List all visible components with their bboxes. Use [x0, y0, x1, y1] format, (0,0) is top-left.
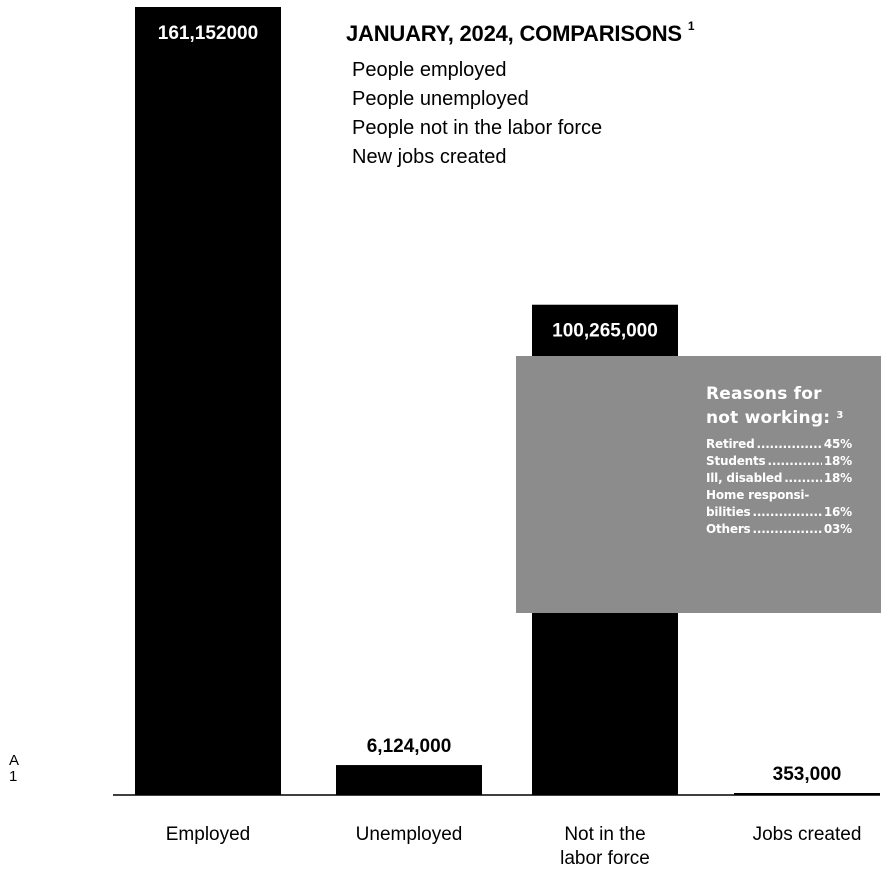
reason-leader-dots	[784, 470, 822, 487]
legend-item-new-jobs: New jobs created	[352, 146, 507, 168]
reason-value: 03%	[823, 522, 852, 536]
category-label-jobs-created: Jobs created	[753, 824, 862, 845]
reason-leader-dots	[752, 504, 821, 521]
category-label-not-in-the-labor-force-line-2: labor force	[560, 848, 650, 869]
reason-value: 18%	[823, 454, 852, 468]
bar-unemployed	[336, 765, 482, 795]
data-label-employed: 161,152000	[158, 23, 258, 44]
reason-row-others: Others 03%	[706, 521, 852, 538]
reason-label: bilities	[706, 505, 751, 519]
reason-value: 16%	[823, 505, 852, 519]
reasons-title-line-2: not working:	[706, 408, 831, 428]
data-label-jobs-created: 353,000	[773, 764, 842, 785]
category-label-employed: Employed	[166, 824, 251, 845]
bar-employed	[135, 7, 281, 795]
legend-item-not-in-labor-force: People not in the labor force	[352, 117, 603, 139]
reason-label: Others	[706, 522, 751, 536]
legend-item-unemployed: People unemployed	[352, 88, 529, 110]
reasons-title: Reasons for not working: 3	[706, 382, 852, 430]
side-label-1: 1	[9, 768, 18, 785]
reason-value: 45%	[823, 437, 852, 451]
side-label-a: A	[9, 752, 20, 769]
bar-jobs-created	[734, 793, 880, 795]
title-footnote-marker: 1	[687, 19, 695, 33]
reason-leader-dots	[767, 453, 821, 470]
reason-row-students: Students 18%	[706, 453, 852, 470]
data-label-unemployed: 6,124,000	[367, 736, 452, 757]
chart-title: JANUARY, 2024, COMPARISONS 1	[346, 19, 695, 47]
reason-value: 18%	[823, 471, 852, 485]
reason-row-home-responsibilities: bilities 16%	[706, 504, 852, 521]
reason-leader-dots	[752, 521, 821, 538]
legend: People employed People unemployed People…	[352, 56, 602, 172]
reason-label-continued: Home responsi-	[706, 488, 810, 502]
labels-group: 161,152000 Employed 6,124,000 Unemployed 100…	[113, 23, 880, 869]
reasons-title-line-1: Reasons for	[706, 384, 822, 404]
reason-label: Students	[706, 454, 766, 468]
category-label-unemployed: Unemployed	[356, 824, 463, 845]
reason-label: Retired	[706, 437, 755, 451]
data-label-not-in-the-labor-force: 100,265,000	[552, 321, 658, 342]
reason-row-ill-disabled: Ill, disabled 18%	[706, 470, 852, 487]
reason-label: Ill, disabled	[706, 471, 783, 485]
legend-item-employed: People employed	[352, 59, 507, 81]
reasons-panel: Reasons for not working: 3 Retired 45% S…	[706, 382, 852, 538]
chart-title-text: JANUARY, 2024, COMPARISONS	[346, 21, 682, 46]
reasons-footnote-marker: 3	[836, 410, 844, 421]
reason-row-retired: Retired 45%	[706, 436, 852, 453]
category-label-not-in-the-labor-force: Not in the	[564, 824, 645, 845]
reason-leader-dots	[756, 436, 821, 453]
